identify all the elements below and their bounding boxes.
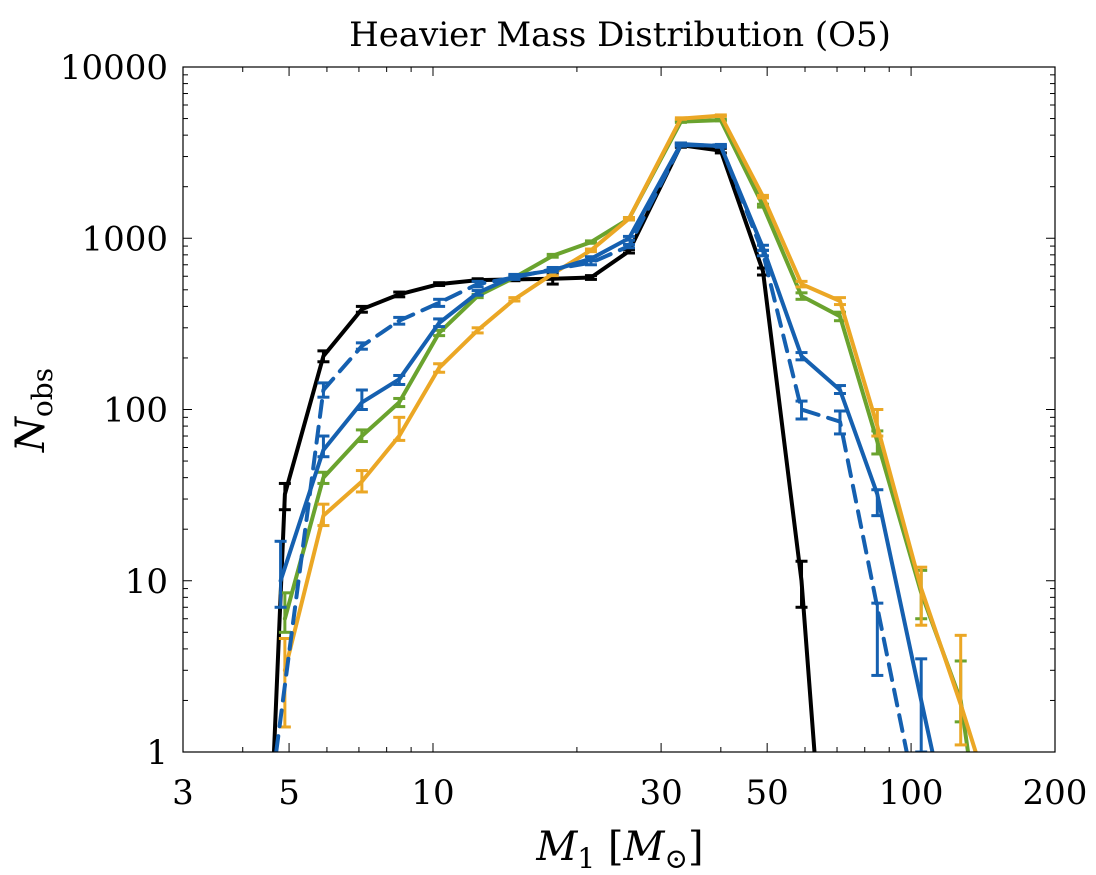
series-line-blue-solid — [278, 142, 935, 752]
errorbar-blue-solid-0 — [274, 539, 287, 609]
errorbar-blue-solid-13 — [795, 351, 808, 362]
errorbar-blue-dashed-11 — [714, 142, 727, 149]
errorbar-blue-dashed-12 — [756, 248, 769, 258]
errorbar-blue-solid-14 — [833, 384, 846, 396]
errorbar-black-4 — [393, 290, 406, 299]
errorbar-orange-15 — [871, 408, 884, 438]
errorbar-green-13 — [795, 291, 808, 301]
errorbar-orange-17 — [954, 633, 967, 747]
errorbar-orange-8 — [584, 247, 597, 254]
x-axis-label: M1 [M⊙] — [535, 824, 703, 875]
errorbar-black-14 — [795, 559, 808, 609]
errorbar-blue-dashed-5 — [471, 279, 484, 289]
errorbar-blue-dashed-14 — [833, 409, 846, 436]
y-tick-label: 1 — [146, 733, 168, 773]
x-tick-label: 5 — [278, 773, 300, 813]
errorbar-green-3 — [393, 396, 406, 409]
errorbar-orange-3 — [393, 415, 406, 442]
errorbar-blue-dashed-2 — [355, 341, 368, 351]
errorbar-blue-dashed-6 — [508, 274, 521, 281]
y-tick-label: 1000 — [81, 219, 168, 259]
errorbar-blue-dashed-15 — [871, 601, 884, 677]
errorbar-blue-dashed-7 — [546, 265, 559, 273]
errorbar-blue-dashed-4 — [433, 297, 446, 308]
errorbar-orange-5 — [471, 326, 484, 335]
series-line-blue-dashed — [274, 143, 909, 752]
errorbar-orange-1 — [317, 502, 330, 528]
errorbar-black-2 — [317, 349, 330, 364]
tick-labels-layer: 3 5 10 30 50 100 200 1 10 100 1000 10000 — [60, 48, 1088, 813]
chart-title: Heavier Mass Distribution (O5) — [349, 15, 891, 55]
y-tick-label: 10 — [125, 562, 168, 602]
errorbar-orange-4 — [433, 362, 446, 374]
errorbar-black-3 — [355, 304, 368, 314]
errorbar-orange-9 — [622, 216, 635, 222]
x-tick-label: 3 — [172, 773, 194, 813]
errorbar-blue-solid-1 — [317, 434, 330, 459]
errorbar-orange-2 — [355, 469, 368, 494]
errorbar-green-8 — [584, 239, 597, 245]
errorbar-green-7 — [546, 252, 559, 259]
errorbar-blue-solid-5 — [471, 289, 484, 297]
y-tick-label: 100 — [103, 391, 168, 431]
errorbar-blue-solid-3 — [393, 373, 406, 386]
series-line-black — [271, 143, 817, 752]
errorbar-blue-solid-2 — [355, 388, 368, 411]
plot-frame — [182, 66, 1056, 753]
errorbar-green-2 — [355, 428, 368, 444]
errorbar-blue-dashed-9 — [622, 242, 635, 250]
errorbar-blue-dashed-8 — [584, 259, 597, 267]
x-tick-label: 30 — [639, 773, 682, 813]
errorbar-black-1 — [278, 481, 291, 512]
x-tick-label: 100 — [879, 773, 944, 813]
errorbar-black-9 — [584, 274, 597, 281]
errorbar-green-1 — [317, 470, 330, 485]
series-layer — [271, 113, 978, 752]
errorbar-orange-13 — [795, 279, 808, 289]
y-tick-label: 10000 — [60, 48, 168, 88]
errorbar-orange-16 — [915, 565, 928, 627]
errorbar-orange-11 — [714, 113, 727, 118]
x-tick-label: 50 — [746, 773, 789, 813]
errorbar-orange-10 — [674, 116, 687, 121]
x-tick-label: 200 — [1023, 773, 1088, 813]
x-tick-label: 10 — [411, 773, 454, 813]
errorbar-blue-dashed-3 — [393, 315, 406, 326]
errorbar-blue-dashed-10 — [674, 142, 687, 148]
errorbar-blue-solid-4 — [433, 317, 446, 329]
errorbar-blue-solid-15 — [871, 488, 884, 518]
errorbar-orange-12 — [756, 193, 769, 200]
errorbar-black-5 — [433, 281, 446, 287]
errorbar-orange-14 — [833, 296, 846, 307]
series-blue-dashed — [274, 142, 909, 752]
errorbar-blue-dashed-13 — [795, 399, 808, 421]
errorbar-blue-solid-16 — [915, 657, 928, 752]
errorbar-blue-dashed-1 — [317, 381, 330, 399]
errorbar-orange-6 — [508, 296, 521, 303]
